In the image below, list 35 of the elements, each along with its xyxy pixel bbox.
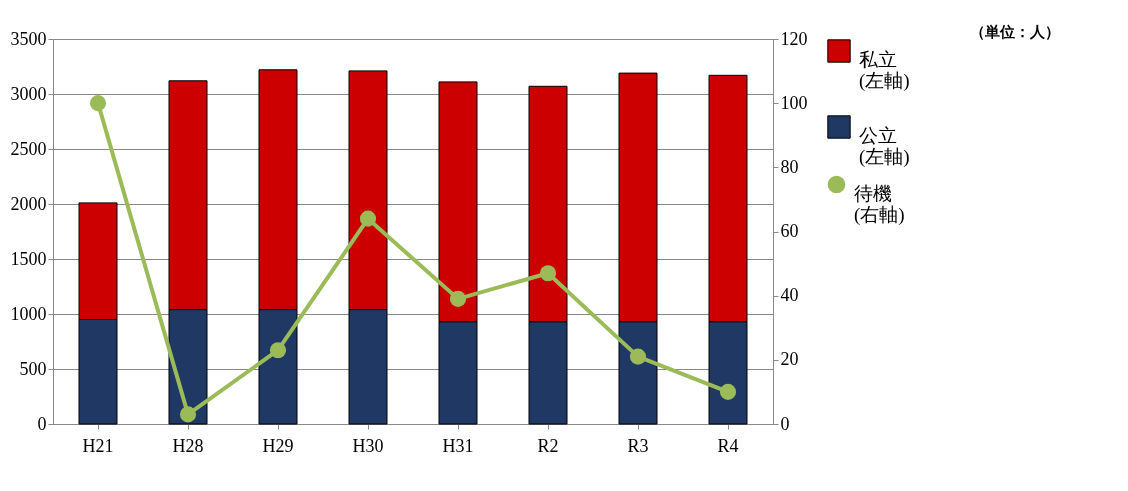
y-tick-label: 1000 (10, 303, 47, 324)
x-tick-label: R4 (717, 435, 739, 456)
y-tick-label: 1500 (10, 248, 47, 269)
y2-tick-label: 120 (780, 28, 808, 49)
y2-tick-label: 40 (780, 285, 799, 306)
legend-label: 待機 (右軸) (854, 182, 905, 226)
y2-tick-label: 20 (780, 349, 799, 370)
y2-tick-label: 80 (780, 156, 799, 177)
x-tick-label: H31 (442, 435, 474, 456)
y2-tick-label: 0 (780, 413, 790, 434)
point (449, 290, 467, 307)
x-tick-label: H28 (172, 435, 204, 456)
y2-tick-label: 60 (780, 221, 799, 241)
x-tick-label: R3 (627, 435, 649, 456)
point (89, 95, 107, 112)
y-tick-label: 2500 (10, 138, 47, 159)
legend-label: 公立 (左軸) (859, 125, 910, 168)
point (719, 383, 737, 400)
x-tick-label: R2 (537, 435, 559, 456)
y-tick-label: 2000 (10, 193, 47, 214)
y-tick-label: 500 (19, 358, 47, 379)
point (359, 210, 377, 227)
x-tick-label: H29 (262, 435, 294, 456)
y-tick-label: 3000 (10, 83, 47, 104)
point (539, 265, 557, 282)
point (179, 406, 197, 423)
x-tick-label: H30 (352, 435, 384, 456)
text: （単位：人） (970, 24, 1060, 40)
x-tick-label: H21 (82, 435, 114, 456)
y-tick-label: 0 (37, 413, 47, 434)
y2-tick-label: 100 (780, 92, 808, 113)
y-tick-label: 3500 (10, 28, 47, 49)
legend-label: 私立 (左軸) (859, 49, 910, 92)
point (629, 348, 647, 365)
point (269, 342, 287, 359)
